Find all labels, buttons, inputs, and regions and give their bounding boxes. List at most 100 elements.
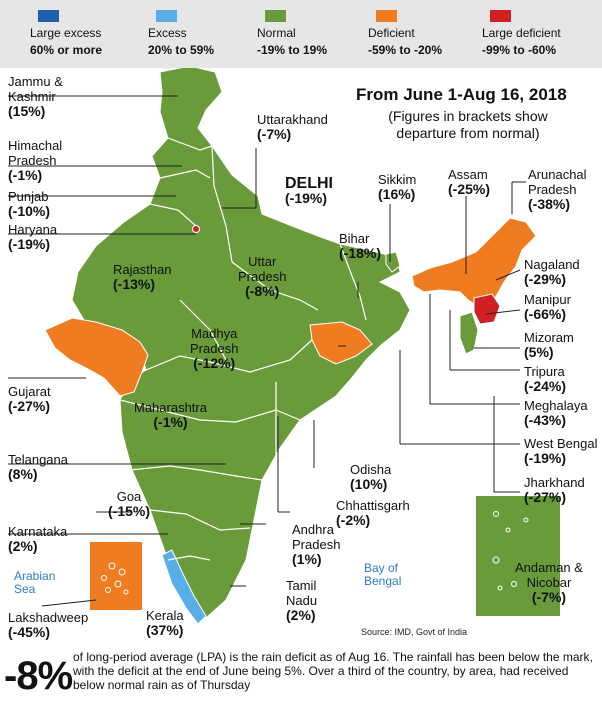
label-andhra-pradesh: Andhra Pradesh (1%)	[292, 522, 340, 567]
label-kerala: Kerala (37%)	[146, 608, 184, 638]
label-andaman-nicobar: Andaman & Nicobar (-7%)	[515, 560, 583, 605]
andaman-islands	[492, 511, 529, 591]
state-name: Pradesh	[8, 153, 57, 168]
label-tripura: Tripura (-24%)	[524, 364, 566, 394]
state-value: (-8%)	[245, 283, 280, 299]
state-name: Pradesh	[190, 341, 239, 356]
state-name: Goa	[116, 489, 142, 504]
state-value: (15%)	[8, 103, 46, 119]
state-name: Karnataka	[8, 524, 68, 539]
state-name: Uttarakhand	[257, 112, 328, 127]
label-telangana: Telangana (8%)	[8, 452, 68, 482]
state-borders	[119, 137, 367, 561]
state-value: (-29%)	[524, 271, 567, 287]
state-value: (-12%)	[193, 355, 236, 371]
sea-name: Bengal	[364, 574, 402, 588]
state-name: Pradesh	[528, 182, 577, 197]
state-value: (-45%)	[8, 624, 51, 640]
india-map	[8, 68, 560, 625]
state-value: (-66%)	[524, 306, 567, 322]
legend-label: Normal	[257, 26, 296, 40]
label-rajasthan: Rajasthan (-13%)	[113, 262, 172, 292]
legend-range: -99% to -60%	[482, 43, 557, 57]
state-name: Jharkhand	[524, 475, 585, 490]
sea-name: Bay of	[364, 561, 399, 575]
state-name: Mizoram	[524, 330, 574, 345]
legend-swatch-large-deficient	[490, 10, 511, 22]
label-madhya-pradesh: Madhya Pradesh (-12%)	[190, 326, 238, 371]
label-maharashtra: Maharashtra (-1%)	[134, 400, 207, 430]
label-sikkim: Sikkim (16%)	[378, 172, 416, 202]
state-name: Punjab	[8, 189, 49, 204]
state-manipur	[473, 293, 501, 325]
legend-swatch-deficient	[376, 10, 397, 22]
andaman-inset	[476, 496, 560, 616]
state-value: (8%)	[8, 466, 38, 482]
state-name: Uttar	[248, 254, 277, 269]
state-name: Lakshadweep	[8, 610, 89, 625]
label-haryana: Haryana (-19%)	[8, 222, 57, 252]
state-gujarat	[44, 317, 149, 397]
state-name: Rajasthan	[113, 262, 172, 277]
label-arunachal-pradesh: Arunachal Pradesh (-38%)	[528, 167, 587, 212]
state-name: DELHI	[285, 175, 333, 192]
state-name: Sikkim	[378, 172, 417, 187]
source-note: Source: IMD, Govt of India	[361, 627, 468, 637]
label-tamil-nadu: Tamil Nadu (2%)	[286, 578, 317, 623]
label-karnataka: Karnataka (2%)	[8, 524, 67, 554]
label-delhi: DELHI (-19%)	[285, 176, 333, 206]
state-name: Maharashtra	[134, 400, 207, 415]
label-chhattisgarh: Chhattisgarh (-2%)	[336, 498, 410, 528]
legend-range: 20% to 59%	[148, 43, 215, 57]
label-lakshadweep: Lakshadweep (-45%)	[8, 610, 88, 640]
legend-label: Large excess	[30, 26, 102, 40]
state-value: (2%)	[8, 538, 38, 554]
state-value: (-15%)	[108, 503, 151, 519]
state-name: Manipur	[524, 292, 571, 307]
state-value: (-18%)	[339, 245, 382, 261]
state-value: (-19%)	[524, 450, 567, 466]
legend-label: Excess	[148, 26, 187, 40]
label-bay-of-bengal: Bay of Bengal	[364, 562, 401, 588]
state-value: (-19%)	[285, 190, 328, 206]
state-value: (-38%)	[528, 196, 571, 212]
label-uttar-pradesh: Uttar Pradesh (-8%)	[238, 254, 286, 299]
state-name: Meghalaya	[524, 398, 588, 413]
label-jharkhand: Jharkhand (-27%)	[524, 475, 585, 505]
state-name: Arunachal	[528, 167, 587, 182]
legend-label: Deficient	[368, 26, 415, 40]
state-name: Nicobar	[526, 575, 572, 590]
state-value: (-10%)	[8, 203, 51, 219]
state-name: Kerala	[146, 608, 184, 623]
label-west-bengal: West Bengal (-19%)	[524, 436, 597, 466]
state-name: Madhya	[191, 326, 238, 341]
legend-label: Large deficient	[482, 26, 561, 40]
sea-name: Sea	[14, 582, 36, 596]
label-himachal-pradesh: Himachal Pradesh (-1%)	[8, 138, 62, 183]
state-name: Tripura	[524, 364, 565, 379]
state-value: (37%)	[146, 622, 184, 638]
legend-range: -19% to 19%	[257, 43, 328, 57]
state-value: (5%)	[524, 344, 554, 360]
state-name: Nagaland	[524, 257, 580, 272]
state-value: (-27%)	[8, 398, 51, 414]
label-nagaland: Nagaland (-29%)	[524, 257, 580, 287]
label-meghalaya: Meghalaya (-43%)	[524, 398, 588, 428]
state-name: Bihar	[339, 231, 370, 246]
label-odisha: Odisha (10%)	[350, 462, 391, 492]
state-jharkhand	[309, 321, 373, 365]
legend-bar: Large excess 60% or more Excess 20% to 5…	[0, 0, 602, 68]
state-value: (-1%)	[8, 167, 43, 183]
state-name: Haryana	[8, 222, 58, 237]
footnote: of long-period average (LPA) is the rain…	[73, 650, 593, 692]
northeast-deficient	[411, 217, 537, 307]
state-name: Andaman &	[515, 560, 583, 575]
state-value: (-25%)	[448, 181, 491, 197]
state-name: Tamil	[286, 578, 317, 593]
lakshadweep-inset	[90, 542, 142, 610]
state-name: Odisha	[350, 462, 392, 477]
state-name: Gujarat	[8, 384, 51, 399]
state-name: Nadu	[286, 593, 318, 608]
sea-name: Arabian	[14, 569, 56, 583]
leader-lines	[8, 95, 526, 607]
